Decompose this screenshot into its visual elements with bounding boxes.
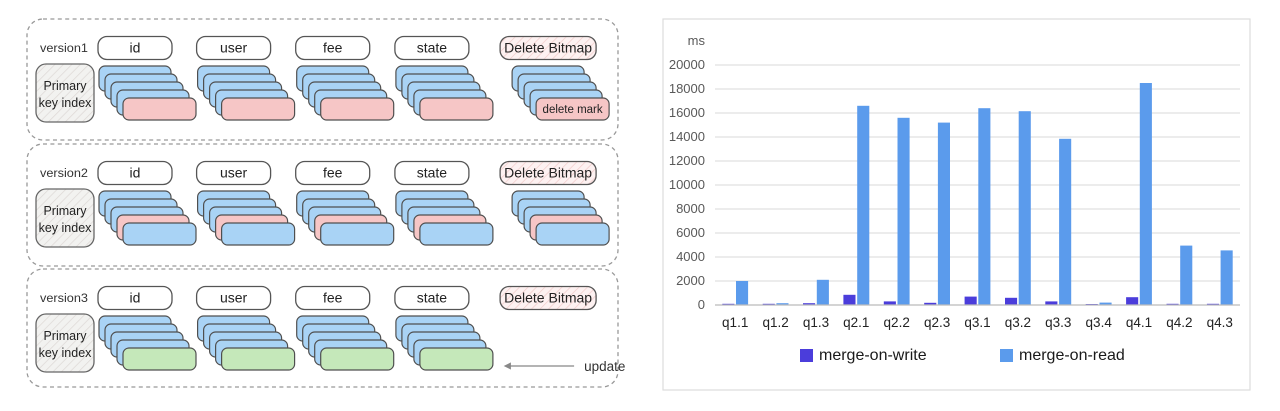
svg-text:state: state xyxy=(417,290,448,306)
svg-text:Delete Bitmap: Delete Bitmap xyxy=(504,40,592,56)
svg-text:user: user xyxy=(220,165,248,181)
svg-text:6000: 6000 xyxy=(676,225,705,240)
svg-text:q2.3: q2.3 xyxy=(924,315,950,330)
svg-text:8000: 8000 xyxy=(676,201,705,216)
svg-text:4000: 4000 xyxy=(676,249,705,264)
svg-text:q1.2: q1.2 xyxy=(762,315,788,330)
svg-text:q4.3: q4.3 xyxy=(1207,315,1233,330)
svg-text:id: id xyxy=(130,165,141,181)
svg-text:Primary: Primary xyxy=(43,329,87,343)
svg-text:merge-on-read: merge-on-read xyxy=(1019,347,1125,364)
svg-text:delete mark: delete mark xyxy=(543,104,603,116)
svg-text:ms: ms xyxy=(688,33,706,48)
svg-text:0: 0 xyxy=(698,297,705,312)
svg-text:q4.2: q4.2 xyxy=(1166,315,1192,330)
svg-text:fee: fee xyxy=(323,290,343,306)
svg-text:2000: 2000 xyxy=(676,273,705,288)
svg-text:q2.2: q2.2 xyxy=(884,315,910,330)
svg-text:q4.1: q4.1 xyxy=(1126,315,1152,330)
svg-text:q3.2: q3.2 xyxy=(1005,315,1031,330)
svg-text:update: update xyxy=(584,359,625,374)
svg-text:Primary: Primary xyxy=(43,204,87,218)
svg-text:20000: 20000 xyxy=(669,57,705,72)
svg-text:user: user xyxy=(220,40,248,56)
svg-text:q1.3: q1.3 xyxy=(803,315,829,330)
svg-text:id: id xyxy=(130,40,141,56)
svg-text:user: user xyxy=(220,290,248,306)
svg-text:Delete Bitmap: Delete Bitmap xyxy=(504,165,592,181)
svg-text:q2.1: q2.1 xyxy=(843,315,869,330)
svg-text:fee: fee xyxy=(323,165,343,181)
svg-text:Delete Bitmap: Delete Bitmap xyxy=(504,290,592,306)
svg-text:Primary: Primary xyxy=(43,79,87,93)
svg-text:fee: fee xyxy=(323,40,343,56)
svg-text:merge-on-write: merge-on-write xyxy=(819,347,927,364)
svg-text:key index: key index xyxy=(39,221,93,235)
svg-text:q3.3: q3.3 xyxy=(1045,315,1071,330)
svg-text:version2: version2 xyxy=(40,168,88,180)
svg-text:id: id xyxy=(130,290,141,306)
svg-text:14000: 14000 xyxy=(669,129,705,144)
svg-text:version1: version1 xyxy=(40,43,88,55)
svg-text:state: state xyxy=(417,165,448,181)
svg-text:q3.4: q3.4 xyxy=(1086,315,1113,330)
svg-text:16000: 16000 xyxy=(669,105,705,120)
svg-text:key index: key index xyxy=(39,346,93,360)
svg-text:10000: 10000 xyxy=(669,177,705,192)
svg-text:key index: key index xyxy=(39,96,93,110)
svg-text:state: state xyxy=(417,40,448,56)
svg-text:version3: version3 xyxy=(40,293,88,305)
svg-text:q1.1: q1.1 xyxy=(722,315,748,330)
svg-text:18000: 18000 xyxy=(669,81,705,96)
svg-text:12000: 12000 xyxy=(669,153,705,168)
svg-text:q3.1: q3.1 xyxy=(964,315,990,330)
